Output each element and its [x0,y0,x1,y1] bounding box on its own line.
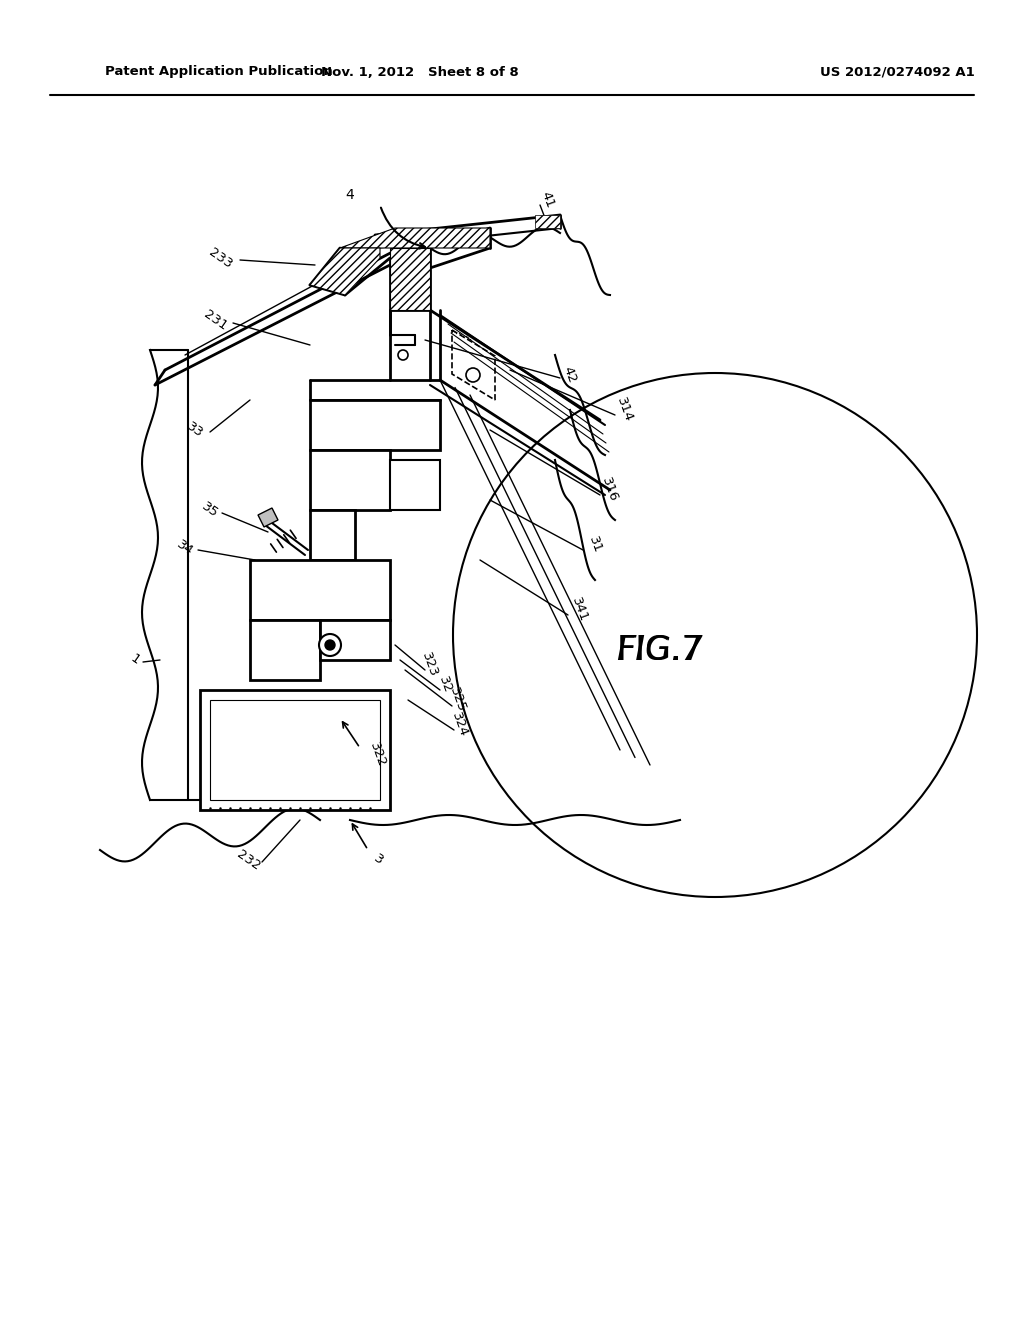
Text: 232: 232 [233,847,262,873]
Polygon shape [250,560,390,620]
Text: 1: 1 [128,652,142,668]
Text: 42: 42 [561,364,579,385]
Text: 233: 233 [206,246,234,271]
Text: 323: 323 [420,651,440,680]
Polygon shape [535,215,560,228]
Polygon shape [200,690,390,810]
Text: 35: 35 [200,500,221,520]
Text: 33: 33 [184,420,206,440]
Text: 32: 32 [436,675,454,696]
Text: 4: 4 [346,187,354,202]
Circle shape [398,350,408,360]
Polygon shape [340,228,490,248]
Polygon shape [310,510,355,560]
Text: 341: 341 [569,595,591,624]
Text: FIG.7: FIG.7 [616,634,703,667]
Text: US 2012/0274092 A1: US 2012/0274092 A1 [820,66,975,78]
Polygon shape [390,459,440,510]
Polygon shape [319,620,390,660]
Polygon shape [310,400,440,450]
Text: Patent Application Publication: Patent Application Publication [105,66,333,78]
Text: 322: 322 [368,741,388,770]
Polygon shape [258,508,278,527]
Polygon shape [310,248,380,294]
Text: 41: 41 [539,190,557,210]
Text: 324: 324 [450,711,470,739]
Text: 231: 231 [201,308,229,333]
Text: 316: 316 [600,475,621,504]
Text: Nov. 1, 2012   Sheet 8 of 8: Nov. 1, 2012 Sheet 8 of 8 [322,66,519,78]
Text: 325: 325 [447,686,468,714]
Circle shape [325,640,335,649]
Polygon shape [250,620,319,680]
Circle shape [466,368,480,381]
Text: 31: 31 [586,535,604,556]
Text: 314: 314 [614,396,636,424]
Polygon shape [390,248,430,310]
Circle shape [319,634,341,656]
Text: 3: 3 [371,853,385,867]
Text: 34: 34 [174,537,196,558]
Text: FIG.7: FIG.7 [616,634,703,667]
Polygon shape [310,450,390,510]
